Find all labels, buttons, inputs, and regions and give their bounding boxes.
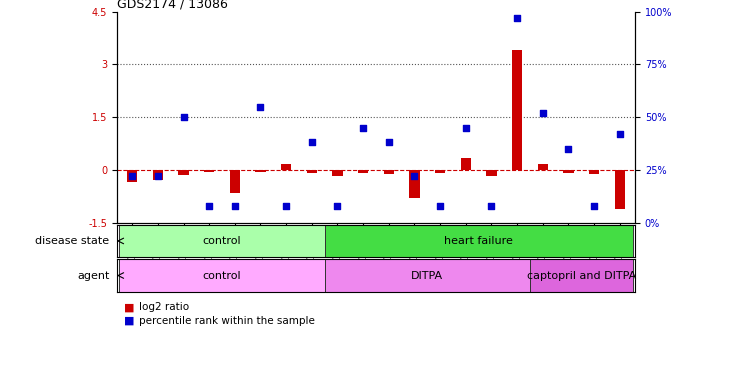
Bar [178,170,188,175]
Bar [358,170,368,173]
Point [331,203,343,209]
Bar [255,170,266,172]
Point [177,114,189,120]
Bar [384,170,394,174]
Point [126,173,138,179]
Point [409,173,420,179]
Point [152,173,164,179]
Point [460,124,472,131]
Bar [332,170,342,176]
Bar [512,50,522,170]
Point [357,124,369,131]
Bar [486,170,496,176]
Point [511,15,523,21]
Bar [530,259,632,292]
Bar [410,170,420,198]
Text: percentile rank within the sample: percentile rank within the sample [139,316,315,326]
Bar [120,259,325,292]
Point [255,103,266,109]
Text: ■: ■ [124,316,134,326]
Bar [153,170,163,180]
Bar [325,259,530,292]
Text: control: control [203,270,242,281]
Point [434,203,446,209]
Point [204,203,215,209]
Bar [325,225,632,257]
Text: ■: ■ [124,302,134,312]
Bar [127,170,137,182]
Bar [307,170,317,174]
Bar [281,164,291,170]
Text: disease state: disease state [35,236,110,246]
Point [280,203,292,209]
Text: GDS2174 / 13086: GDS2174 / 13086 [117,0,228,10]
Bar [564,170,574,174]
Point [537,110,548,116]
Point [383,139,395,146]
Point [563,146,575,152]
Text: log2 ratio: log2 ratio [139,302,189,312]
Bar [537,164,548,170]
Bar [230,170,240,193]
Text: heart failure: heart failure [444,236,513,246]
Bar [589,170,599,174]
Text: agent: agent [77,270,110,281]
Point [306,139,318,146]
Bar [615,170,625,209]
Bar [461,157,471,170]
Point [485,203,497,209]
Bar [120,225,325,257]
Text: DITPA: DITPA [411,270,443,281]
Point [614,131,626,137]
Bar [204,170,215,172]
Point [229,203,241,209]
Point [588,203,600,209]
Text: captopril and DITPA: captopril and DITPA [526,270,636,281]
Bar [435,170,445,173]
Text: control: control [203,236,242,246]
